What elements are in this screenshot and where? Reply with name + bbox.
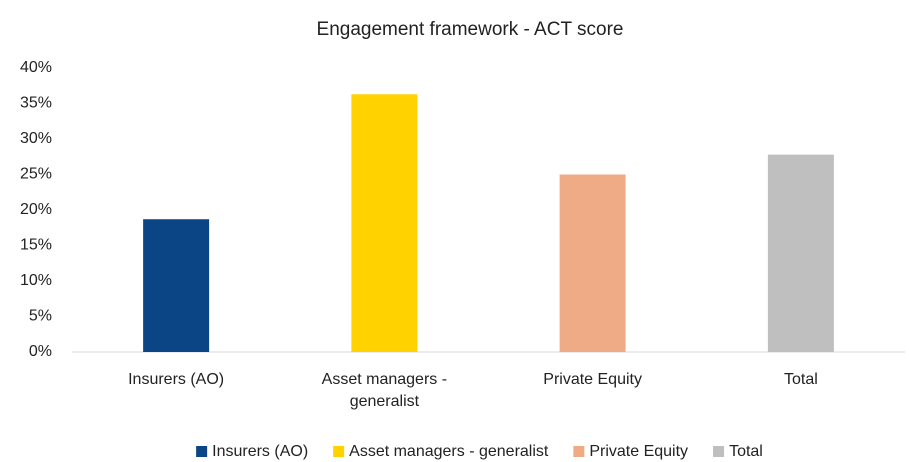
x-tick-label: Total: [783, 371, 818, 388]
y-tick-label: 10%: [20, 272, 52, 289]
y-tick-label: 30%: [20, 130, 52, 147]
bar: [351, 94, 418, 353]
y-tick-label: 5%: [29, 308, 52, 325]
legend-label: Insurers (AO): [212, 443, 308, 460]
legend-label: Total: [729, 443, 763, 460]
x-tick-label: Asset managers - generalist: [321, 371, 448, 410]
legend-swatch: [333, 446, 345, 457]
y-tick-label: 15%: [20, 237, 52, 254]
y-tick-label: 25%: [20, 166, 52, 183]
y-tick-label: 35%: [20, 95, 52, 112]
y-tick-label: 20%: [20, 201, 52, 218]
legend-swatch: [196, 446, 208, 457]
legend-swatch: [573, 446, 585, 457]
y-tick-label: 40%: [20, 59, 52, 76]
bar: [559, 174, 626, 352]
y-tick-label: 0%: [29, 343, 52, 360]
chart-title: Engagement framework - ACT score: [317, 19, 624, 40]
x-tick-label: Private Equity: [543, 371, 642, 388]
x-tick-label: Insurers (AO): [128, 371, 225, 388]
legend-swatch: [713, 446, 725, 457]
legend-label: Asset managers - generalist: [349, 443, 549, 460]
bar: [143, 219, 210, 352]
legend-label: Private Equity: [589, 443, 688, 460]
bar: [767, 154, 834, 352]
